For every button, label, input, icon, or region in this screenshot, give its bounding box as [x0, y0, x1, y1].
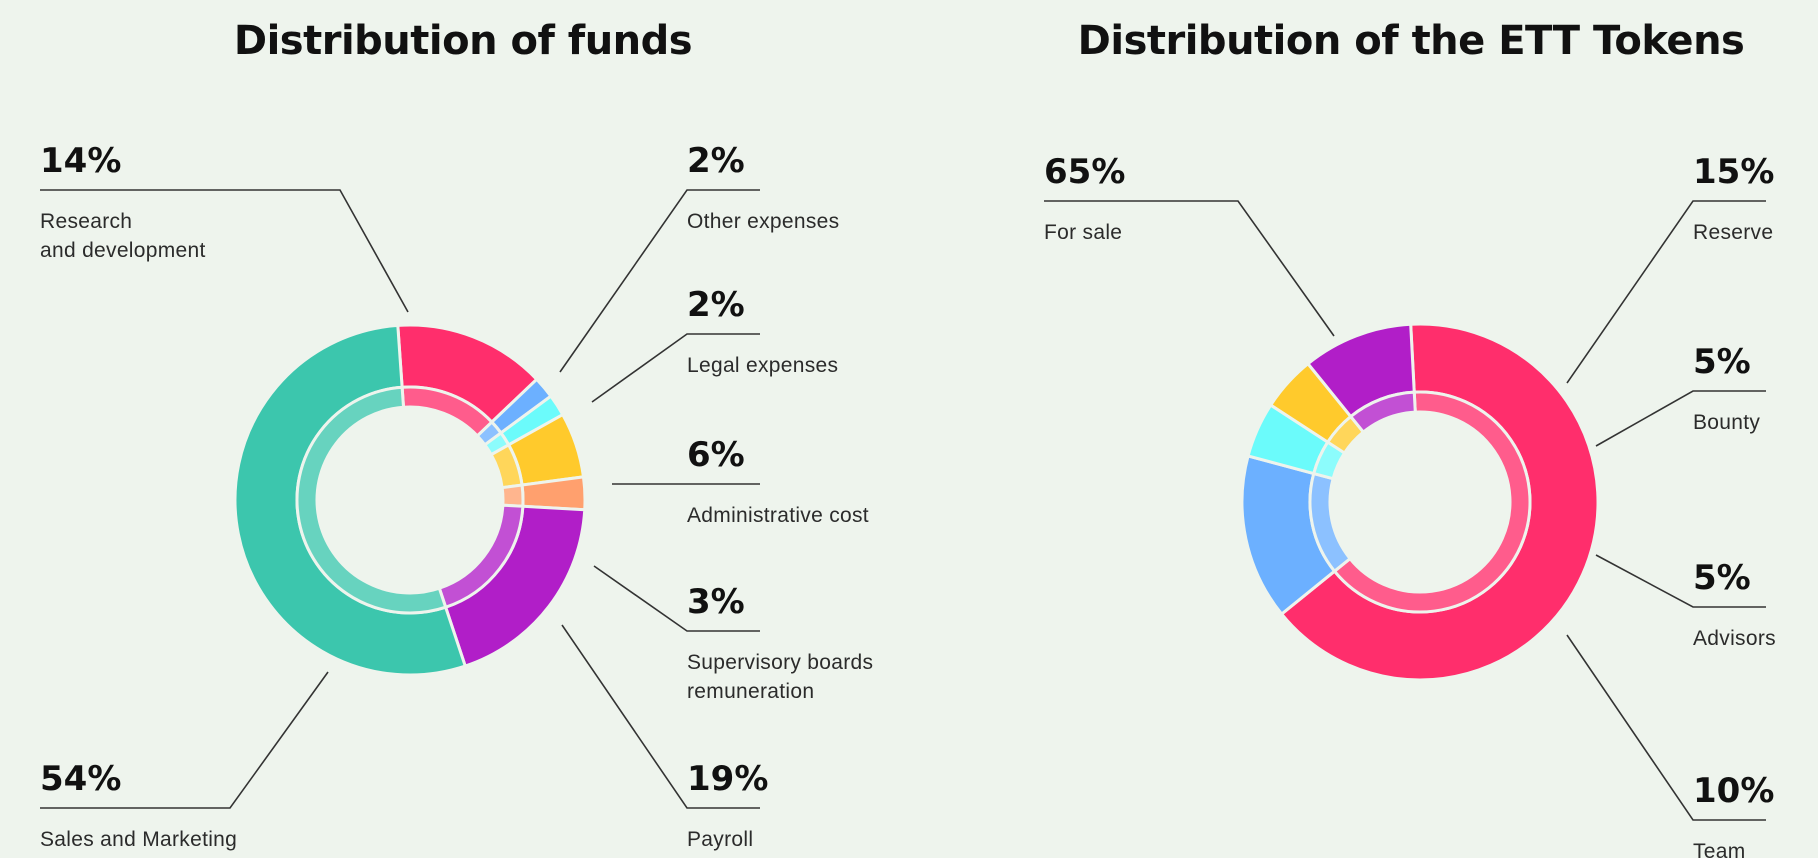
leader-line-reserve: [1566, 200, 1766, 384]
slice-for-sale: [1279, 322, 1600, 682]
leader-line-research-and-development: [40, 189, 409, 313]
category-label-research-and-development: Research: [40, 210, 132, 233]
category-label-for-sale: For sale: [1044, 221, 1122, 244]
donut-funds: [233, 323, 587, 677]
value-label-bounty: 5%: [1693, 342, 1751, 382]
chart-title-tokens: Distribution of the ETT Tokens: [1077, 18, 1745, 64]
leader-line-for-sale: [1044, 200, 1335, 337]
value-label-for-sale: 65%: [1044, 152, 1125, 192]
leader-line-supervisory-boards-remuneration: [593, 565, 760, 632]
slice-reserve: [1240, 454, 1353, 617]
category-label-other-expenses: Other expenses: [687, 210, 839, 233]
slice-inner-supervisory-boards-remuneration: [500, 483, 525, 508]
category-label-advisors: Advisors: [1693, 627, 1776, 650]
slice-inner-for-sale: [1332, 390, 1532, 614]
slice-team: [1305, 322, 1417, 435]
leader-line-advisors: [1595, 554, 1766, 608]
value-label-team: 10%: [1693, 771, 1774, 811]
value-label-advisors: 5%: [1693, 558, 1751, 598]
category-label-administrative-cost: Administrative cost: [687, 504, 869, 527]
leader-line-sales-and-marketing: [40, 671, 329, 809]
value-label-administrative-cost: 6%: [687, 435, 745, 475]
slice-advisors: [1268, 361, 1366, 456]
value-label-legal-expenses: 2%: [687, 285, 745, 325]
category-label-team: Team: [1693, 840, 1746, 858]
leader-line-payroll: [561, 624, 760, 809]
leader-line-bounty: [1595, 390, 1766, 447]
slice-payroll: [437, 503, 587, 668]
category-label-sales-and-marketing: Sales and Marketing: [40, 828, 237, 851]
category-label-bounty: Bounty: [1693, 411, 1760, 434]
slice-sales-and-marketing: [233, 323, 468, 677]
slice-research-and-development: [396, 323, 539, 438]
category-label-research-and-development: and development: [40, 239, 206, 262]
leader-line-legal-expenses: [591, 333, 760, 403]
category-label-reserve: Reserve: [1693, 221, 1773, 244]
slice-inner-team: [1348, 390, 1417, 435]
category-label-supervisory-boards-remuneration: remuneration: [687, 680, 814, 703]
slice-inner-sales-and-marketing: [295, 385, 448, 615]
value-label-reserve: 15%: [1693, 152, 1774, 192]
leader-line-other-expenses: [559, 189, 760, 373]
leader-line-team: [1566, 634, 1766, 821]
value-label-other-expenses: 2%: [687, 141, 745, 181]
donut-tokens: [1240, 322, 1600, 682]
category-label-legal-expenses: Legal expenses: [687, 354, 838, 377]
category-label-supervisory-boards-remuneration: Supervisory boards: [687, 651, 873, 674]
value-label-supervisory-boards-remuneration: 3%: [687, 582, 745, 622]
value-label-research-and-development: 14%: [40, 141, 121, 181]
value-label-sales-and-marketing: 54%: [40, 759, 121, 799]
value-label-payroll: 19%: [687, 759, 768, 799]
chart-title-funds: Distribution of funds: [233, 18, 693, 64]
category-label-payroll: Payroll: [687, 828, 753, 851]
